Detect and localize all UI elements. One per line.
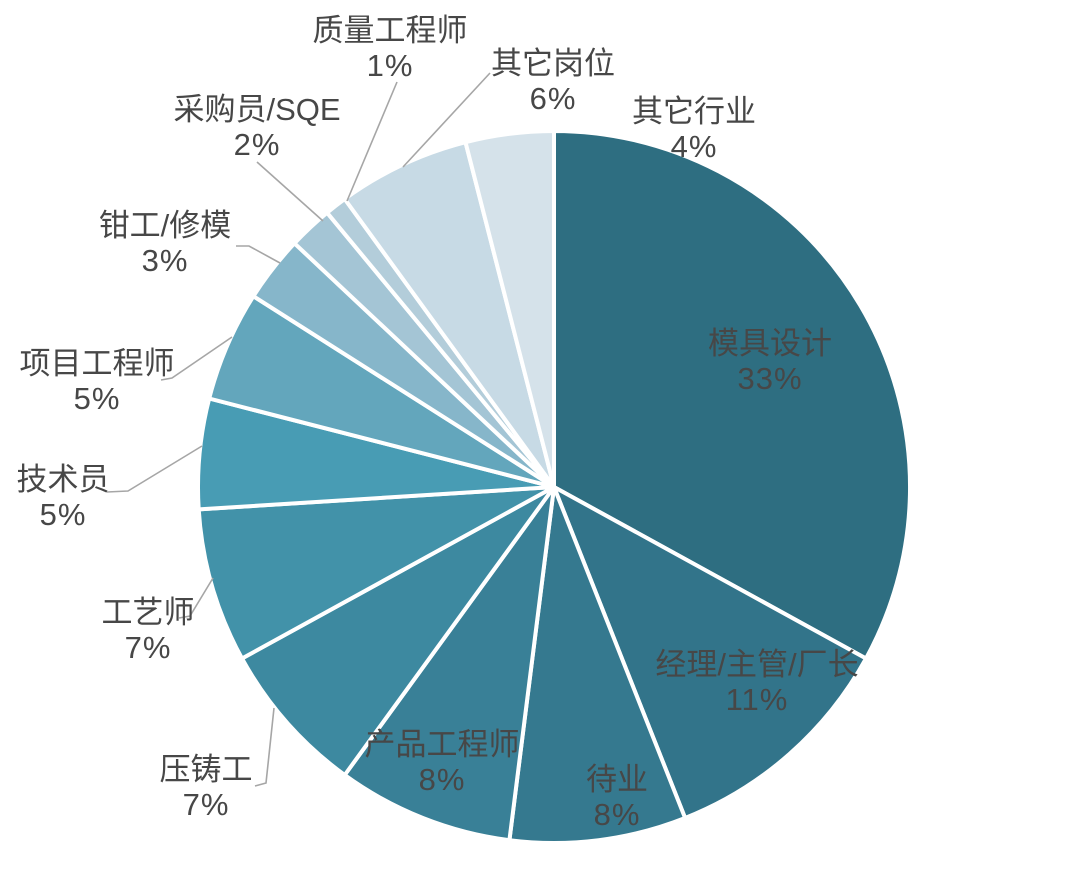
- leader-line-8: [236, 245, 281, 264]
- leader-line-7: [160, 336, 233, 381]
- leader-line-4: [254, 707, 275, 787]
- leader-line-6: [106, 445, 203, 493]
- leader-line-9: [256, 161, 324, 222]
- pie-slice-0: [552, 129, 912, 661]
- pie-slice-12: [463, 129, 556, 489]
- pie-slice-11: [342, 140, 556, 489]
- pie-slices: [196, 129, 912, 846]
- leader-line-5: [178, 577, 214, 619]
- pie-slice-5: [196, 485, 556, 661]
- pie-slice-3: [342, 485, 556, 843]
- pie-slice-1: [552, 485, 868, 820]
- leader-line-10: [346, 81, 398, 202]
- leader-lines: [106, 72, 491, 787]
- pie-slice-4: [240, 485, 556, 777]
- leader-line-11: [402, 72, 491, 168]
- pie-slice-2: [507, 485, 688, 846]
